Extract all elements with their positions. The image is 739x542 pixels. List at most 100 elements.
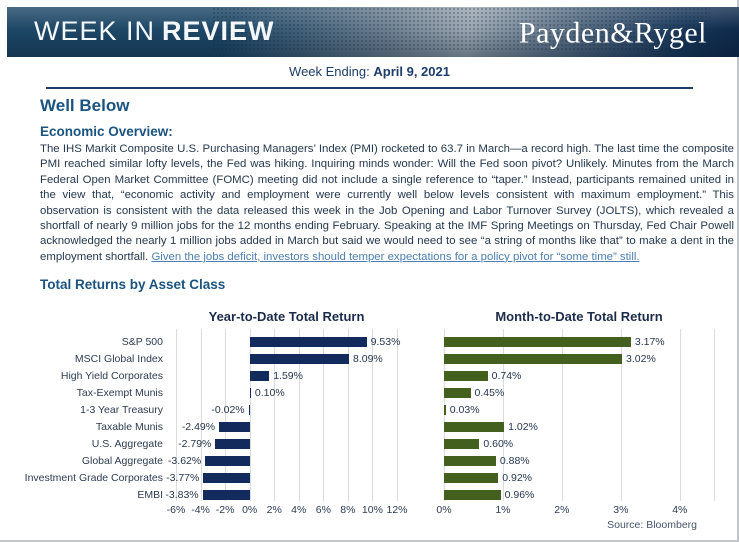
axis-tick-label: 2% [266, 504, 282, 516]
bar [215, 439, 250, 449]
bar [248, 405, 250, 415]
bar-value-label: -3.83% [165, 489, 199, 501]
bar [444, 388, 471, 398]
axis-tick-label: 0% [436, 504, 452, 516]
category-label: 1-3 Year Treasury [80, 404, 163, 416]
gridline [347, 329, 349, 501]
axis-tick-label: -4% [191, 504, 210, 516]
axis-tick-label: 2% [554, 504, 570, 516]
chart-title: Month-to-Date Total Return [495, 309, 663, 324]
gridline [298, 329, 300, 501]
bar-value-label: 1.02% [508, 421, 538, 433]
bar [444, 456, 496, 466]
bar-value-label: 3.02% [626, 353, 656, 365]
bar-value-label: -2.49% [181, 421, 216, 433]
week-ending-label: Week Ending: [289, 64, 370, 79]
axis-tick-label: 0% [242, 504, 258, 516]
bar-value-label: -3.77% [166, 472, 200, 484]
returns-section-heading: Total Returns by Asset Class [40, 277, 226, 292]
axis-tick-label: 4% [672, 504, 688, 516]
economic-overview-heading: Economic Overview: [40, 124, 173, 139]
bar [444, 473, 499, 483]
bar-value-label: 0.96% [504, 489, 535, 501]
axis-tick-label: -6% [166, 504, 186, 516]
axis-tick-label: 3% [613, 504, 629, 516]
axis-tick-label: -2% [215, 504, 235, 516]
payden-rygel-logo: Payden&Rygel [518, 16, 707, 50]
bar-value-label: 8.09% [352, 353, 383, 365]
week-ending-date: April 9, 2021 [373, 64, 450, 79]
gridline [444, 329, 445, 501]
bar [203, 473, 250, 483]
bar-value-label: 0.45% [474, 387, 505, 399]
bar-value-label: 0.60% [483, 438, 514, 450]
bar [205, 456, 250, 466]
bar [444, 337, 631, 347]
week-ending: Week Ending: April 9, 2021 [0, 64, 739, 79]
header-band: WEEK IN REVIEW Payden&Rygel [7, 7, 739, 57]
bar-value-label: 0.92% [502, 472, 533, 484]
bar [444, 371, 488, 381]
axis-tick-label: 12% [386, 504, 408, 516]
page-title-week-in: WEEK IN [34, 15, 156, 46]
gridline [502, 329, 504, 501]
page-title-review: REVIEW [162, 15, 275, 46]
bar-value-label: 3.17% [634, 336, 665, 348]
total-returns-charts: Source: Bloomberg Year-to-Date Total Ret… [0, 303, 739, 542]
category-label: Global Aggregate [81, 455, 163, 467]
gridline [372, 329, 374, 501]
bar [249, 337, 367, 347]
axis-tick-label: 1% [495, 504, 511, 516]
chart-title: Year-to-Date Total Return [208, 309, 365, 324]
gridline [561, 329, 563, 501]
bar [444, 439, 480, 449]
category-label: Tax-Exempt Munis [76, 387, 163, 399]
axis-tick-label: 6% [315, 504, 331, 516]
bar [219, 422, 250, 432]
article-headline: Well Below [40, 96, 130, 115]
page-title: WEEK IN REVIEW [34, 16, 275, 47]
category-label: Taxable Munis [95, 421, 163, 433]
axis-tick-label: 4% [291, 504, 307, 516]
gridline [620, 329, 622, 501]
gridline [323, 329, 325, 501]
bar-value-label: -2.79% [178, 438, 212, 450]
category-label: MSCI Global Index [74, 353, 163, 365]
bar-value-label: 0.10% [254, 387, 285, 399]
category-label: High Yield Corporates [60, 370, 163, 382]
bar-value-label: 0.03% [449, 404, 480, 416]
bar [249, 371, 270, 381]
gridline [679, 329, 681, 501]
axis-tick-label: 8% [340, 504, 356, 516]
bar [202, 490, 250, 500]
gridline [225, 329, 227, 501]
gridline [200, 329, 202, 501]
gridline [397, 329, 398, 501]
plot-edge-gridline [714, 329, 715, 501]
overview-body: The IHS Markit Composite U.S. Purchasing… [40, 143, 734, 263]
bar [444, 405, 446, 415]
bar [249, 388, 251, 398]
bar-value-label: 1.59% [273, 370, 303, 382]
bar-value-label: -0.02% [211, 404, 245, 416]
bar [444, 490, 501, 500]
bar-value-label: 0.74% [491, 370, 522, 382]
overview-link-sentence[interactable]: Given the jobs deficit, investors should… [151, 250, 640, 263]
category-label: EMBI [137, 489, 163, 501]
economic-overview-text: The IHS Markit Composite U.S. Purchasing… [40, 142, 734, 265]
gridline [274, 329, 276, 501]
bar-value-label: 9.53% [370, 336, 401, 348]
horizontal-divider [46, 87, 693, 89]
bar-value-label: 0.88% [499, 455, 530, 467]
bar-value-label: -3.62% [167, 455, 202, 467]
axis-tick-label: 10% [361, 504, 383, 516]
chart-source: Source: Bloomberg [607, 519, 697, 531]
gridline [176, 329, 177, 501]
category-label: S&P 500 [121, 336, 163, 348]
bar [444, 354, 623, 364]
bar [249, 354, 349, 364]
category-label: Investment Grade Corporates [24, 472, 163, 484]
gridline [249, 329, 251, 501]
bar [444, 422, 505, 432]
